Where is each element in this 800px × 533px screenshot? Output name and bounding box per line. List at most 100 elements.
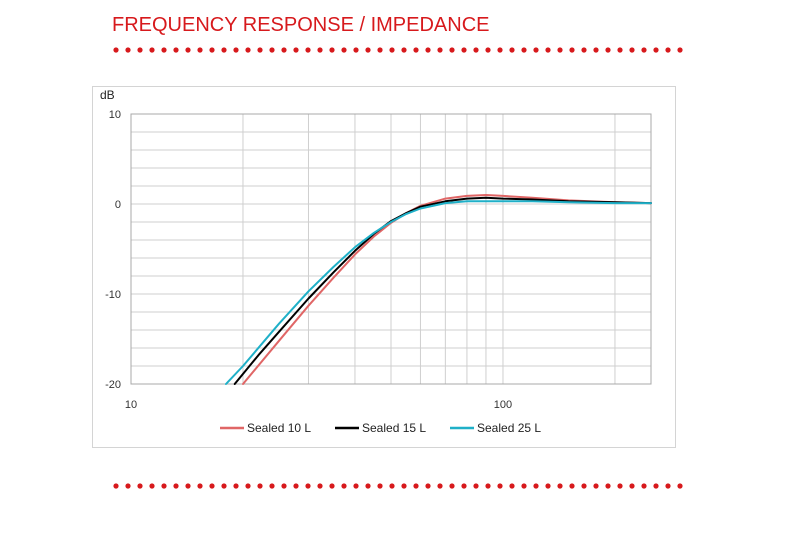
divider-dot: [425, 483, 431, 489]
page-title: FREQUENCY RESPONSE / IMPEDANCE: [112, 14, 490, 36]
divider-dot: [629, 47, 635, 53]
divider-dot: [461, 47, 467, 53]
top-dotted-divider: [113, 47, 683, 53]
plot-area-border: [130, 113, 652, 385]
legend-label-2: Sealed 15 L: [362, 421, 426, 435]
grid-layer: [131, 113, 651, 385]
divider-dot: [197, 483, 203, 489]
divider-dot: [269, 483, 275, 489]
divider-dot: [293, 483, 299, 489]
divider-dot: [245, 483, 251, 489]
divider-dot: [293, 47, 299, 53]
divider-dot: [233, 483, 239, 489]
divider-dot: [641, 47, 647, 53]
y-tick-label: -20: [105, 379, 121, 391]
divider-dot: [557, 483, 563, 489]
divider-dot: [365, 47, 371, 53]
divider-dot: [509, 47, 515, 53]
series-line-3: [225, 200, 652, 385]
legend: Sealed 10 L Sealed 15 L Sealed 25 L: [220, 421, 541, 435]
divider-dot: [665, 483, 671, 489]
divider-dot: [545, 47, 551, 53]
divider-dot: [545, 483, 551, 489]
x-tick-labels: 10 100: [125, 399, 512, 411]
divider-dot: [653, 483, 659, 489]
y-axis-label: dB: [100, 88, 115, 102]
divider-dot: [449, 47, 455, 53]
divider-dot: [605, 47, 611, 53]
y-tick-label: 0: [115, 199, 121, 211]
divider-dot: [341, 483, 347, 489]
divider-dot: [161, 47, 167, 53]
divider-dot: [581, 483, 587, 489]
divider-dot: [533, 47, 539, 53]
divider-dot: [221, 47, 227, 53]
divider-dot: [437, 47, 443, 53]
divider-dot: [317, 483, 323, 489]
divider-dot: [653, 47, 659, 53]
y-tick-label: -10: [105, 289, 121, 301]
divider-dot: [629, 483, 635, 489]
legend-label-1: Sealed 10 L: [247, 421, 311, 435]
divider-dot: [521, 483, 527, 489]
divider-dot: [485, 483, 491, 489]
divider-dot: [221, 483, 227, 489]
divider-dot: [161, 483, 167, 489]
divider-dot: [593, 483, 599, 489]
divider-dot: [125, 47, 131, 53]
plot-border: [130, 113, 652, 385]
divider-dot: [173, 47, 179, 53]
divider-dot: [389, 483, 395, 489]
divider-dot: [269, 47, 275, 53]
divider-dot: [209, 47, 215, 53]
series-layer: [225, 194, 652, 385]
divider-dot: [149, 483, 155, 489]
divider-dot: [197, 47, 203, 53]
divider-dot: [569, 47, 575, 53]
divider-dot: [329, 483, 335, 489]
divider-dot: [137, 483, 143, 489]
divider-dot: [305, 483, 311, 489]
divider-dot: [341, 47, 347, 53]
y-tick-labels: 10 0 -10 -20: [105, 109, 121, 391]
divider-dot: [557, 47, 563, 53]
x-tick-label: 100: [494, 399, 512, 411]
divider-dot: [257, 47, 263, 53]
divider-dot: [281, 483, 287, 489]
legend-label-3: Sealed 25 L: [477, 421, 541, 435]
series-line-2: [233, 196, 652, 385]
divider-dot: [185, 47, 191, 53]
divider-dot: [617, 47, 623, 53]
divider-dot: [377, 47, 383, 53]
divider-dot: [593, 47, 599, 53]
divider-dot: [677, 483, 683, 489]
divider-dot: [377, 483, 383, 489]
divider-dot: [509, 483, 515, 489]
divider-dot: [353, 483, 359, 489]
divider-dot: [113, 47, 119, 53]
divider-dot: [281, 47, 287, 53]
divider-dot: [497, 47, 503, 53]
divider-dot: [209, 483, 215, 489]
divider-dot: [233, 47, 239, 53]
divider-dot: [617, 483, 623, 489]
divider-dot: [365, 483, 371, 489]
divider-dot: [329, 47, 335, 53]
divider-dot: [485, 47, 491, 53]
divider-dot: [665, 47, 671, 53]
divider-dot: [413, 47, 419, 53]
divider-dot: [389, 47, 395, 53]
divider-dot: [497, 483, 503, 489]
series-line-1: [242, 194, 652, 385]
divider-dot: [461, 483, 467, 489]
divider-dot: [401, 483, 407, 489]
divider-dot: [581, 47, 587, 53]
chart-frame: [92, 86, 676, 448]
divider-dot: [605, 483, 611, 489]
divider-dot: [569, 483, 575, 489]
bottom-dotted-divider: [113, 483, 683, 489]
divider-dot: [401, 47, 407, 53]
divider-dot: [473, 483, 479, 489]
divider-dot: [257, 483, 263, 489]
divider-dot: [305, 47, 311, 53]
